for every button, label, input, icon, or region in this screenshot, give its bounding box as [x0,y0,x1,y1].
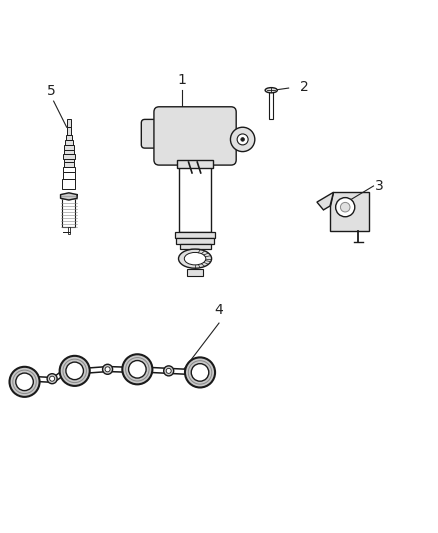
Circle shape [241,138,244,141]
Circle shape [105,367,110,372]
Circle shape [63,359,86,383]
Circle shape [126,358,149,381]
Ellipse shape [179,249,212,268]
FancyBboxPatch shape [141,119,167,148]
FancyBboxPatch shape [154,107,236,165]
Bar [65,140,73,144]
Polygon shape [330,192,369,231]
Circle shape [10,367,39,397]
Bar [175,232,215,238]
Bar [179,160,212,232]
Bar [187,269,203,276]
Circle shape [16,373,33,391]
Ellipse shape [265,87,277,93]
Circle shape [191,364,209,381]
Circle shape [122,354,152,384]
Circle shape [164,366,174,376]
Text: 5: 5 [47,84,56,98]
Bar [64,144,74,150]
Bar [176,238,214,244]
Text: 2: 2 [300,80,308,94]
Circle shape [102,364,113,374]
Circle shape [129,360,146,378]
Bar [67,227,70,234]
Bar [66,135,72,140]
Circle shape [185,358,215,387]
Bar [64,150,74,154]
Circle shape [47,374,57,384]
Bar [180,244,211,249]
Bar [62,197,75,227]
Bar [63,167,74,172]
Bar [67,119,71,127]
Circle shape [166,368,171,374]
Circle shape [60,356,90,386]
Bar [64,158,74,162]
Bar [63,172,75,180]
Circle shape [66,362,84,379]
Circle shape [336,198,355,217]
Bar [63,154,74,158]
Bar [269,90,273,118]
Polygon shape [60,193,77,200]
Circle shape [49,376,55,381]
Circle shape [340,203,350,212]
Circle shape [13,370,36,393]
Circle shape [188,361,212,384]
Text: 1: 1 [177,73,187,87]
Bar [62,180,75,189]
Circle shape [230,127,255,151]
Ellipse shape [184,253,206,265]
Bar [64,162,74,167]
Bar [177,160,213,168]
Circle shape [237,134,248,145]
Text: 4: 4 [215,303,223,317]
Polygon shape [317,192,333,210]
Bar [67,127,71,135]
Text: 3: 3 [375,179,384,193]
